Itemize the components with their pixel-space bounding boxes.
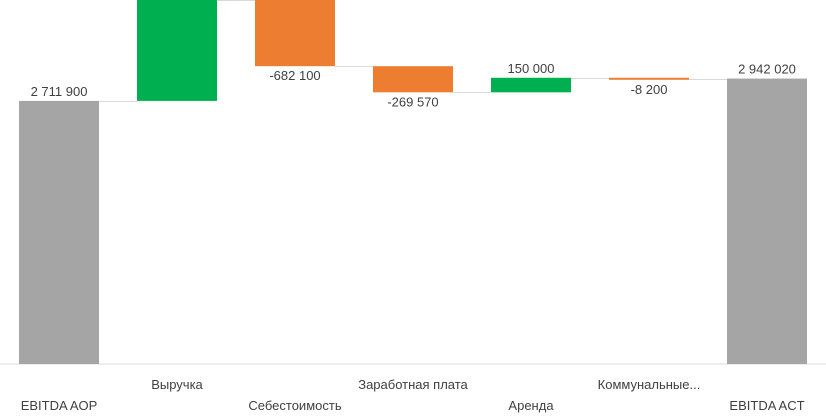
- bar-6: [727, 78, 807, 364]
- bar-5: [609, 77, 689, 80]
- category-label-2: Себестоимость: [248, 398, 341, 413]
- category-label-4: Аренда: [508, 398, 554, 413]
- category-label-5: Коммунальные...: [598, 377, 701, 392]
- bar-4: [491, 77, 571, 93]
- bar-1: [137, 0, 217, 101]
- category-label-0: EBITDA AOP: [21, 398, 98, 413]
- bar-0: [19, 100, 99, 364]
- bar-3: [373, 66, 453, 93]
- category-labels: EBITDA AOP Выручка Себестоимость Заработная…: [21, 377, 805, 413]
- data-label-0: 2 711 900: [31, 84, 88, 99]
- data-label-2: -682 100: [269, 68, 320, 83]
- category-label-3: Заработная плата: [358, 377, 468, 392]
- connector-lines: [99, 0, 727, 102]
- bar-2: [255, 0, 335, 67]
- data-label-6: 2 942 020: [738, 62, 796, 77]
- bars: [19, 0, 807, 364]
- data-label-5: -8 200: [631, 82, 668, 97]
- category-label-6: EBITDA ACT: [729, 398, 804, 413]
- category-label-1: Выручка: [151, 377, 203, 392]
- data-label-3: -269 570: [387, 94, 438, 109]
- data-label-4: 150 000: [508, 61, 555, 76]
